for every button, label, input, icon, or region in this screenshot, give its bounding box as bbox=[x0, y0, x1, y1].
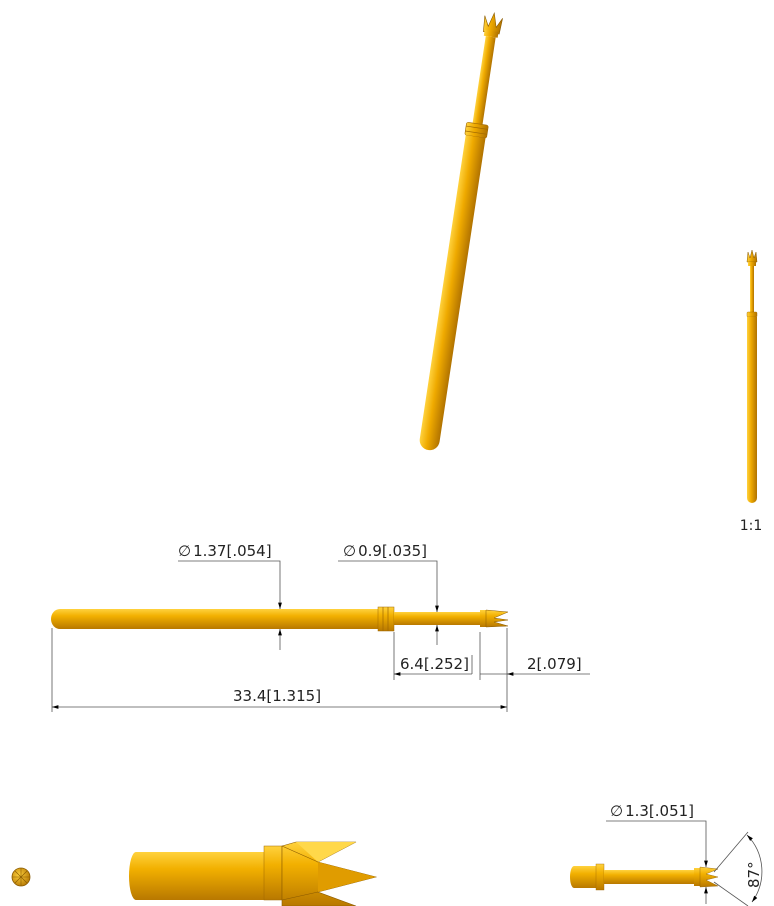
overall-length-value: 33.4[1.315] bbox=[233, 687, 321, 705]
tip-angle-value: 87° bbox=[745, 861, 763, 888]
side-plunger bbox=[394, 612, 482, 625]
dim-plunger-diameter: ∅ 0.9[.035] bbox=[338, 542, 439, 645]
tip-length-value: 2[.079] bbox=[527, 655, 582, 673]
diameter-symbol: ∅ bbox=[610, 802, 623, 820]
side-barrel bbox=[51, 609, 380, 629]
scale-label: 1:1 bbox=[740, 518, 763, 534]
dim-tip-angle: 87° bbox=[713, 831, 763, 906]
iso-crown-tip bbox=[483, 11, 503, 38]
side-view: ∅ 1.37[.054] ∅ 0.9[.035] 6.4[.252] 2[.079] bbox=[51, 542, 590, 712]
tip-diameter-value: 1.3[.051] bbox=[625, 802, 694, 820]
dim-tip-diameter: ∅ 1.3[.051] bbox=[606, 802, 708, 904]
tip-detail-view bbox=[129, 841, 378, 906]
isometric-view bbox=[419, 11, 503, 451]
barrel-diameter-value: 1.37[.054] bbox=[193, 542, 272, 560]
iso-plunger bbox=[470, 36, 496, 137]
diameter-symbol: ∅ bbox=[343, 542, 356, 560]
end-view bbox=[11, 867, 31, 887]
plunger-diameter-value: 0.9[.035] bbox=[358, 542, 427, 560]
side-crown-tip bbox=[480, 609, 509, 628]
side-collar bbox=[377, 606, 395, 632]
dim-overall-length: 33.4[1.315] bbox=[52, 687, 507, 709]
scale-view: 1:1 bbox=[740, 249, 763, 534]
svg-text:∅1.37[.054]: ∅ 1.37[.054] bbox=[178, 542, 272, 560]
iso-barrel bbox=[419, 135, 486, 451]
svg-text:∅1.3[.051]: ∅ 1.3[.051] bbox=[610, 802, 694, 820]
dim-barrel-diameter: ∅ 1.37[.054] bbox=[178, 542, 282, 650]
diameter-symbol: ∅ bbox=[178, 542, 191, 560]
dim-plunger-length: 6.4[.252] bbox=[394, 655, 473, 676]
plunger-length-value: 6.4[.252] bbox=[400, 655, 469, 673]
dim-tip-length: 2[.079] bbox=[480, 655, 590, 676]
svg-text:∅0.9[.035]: ∅ 0.9[.035] bbox=[343, 542, 427, 560]
tip-dim-view: ∅ 1.3[.051] 87° bbox=[570, 802, 763, 906]
